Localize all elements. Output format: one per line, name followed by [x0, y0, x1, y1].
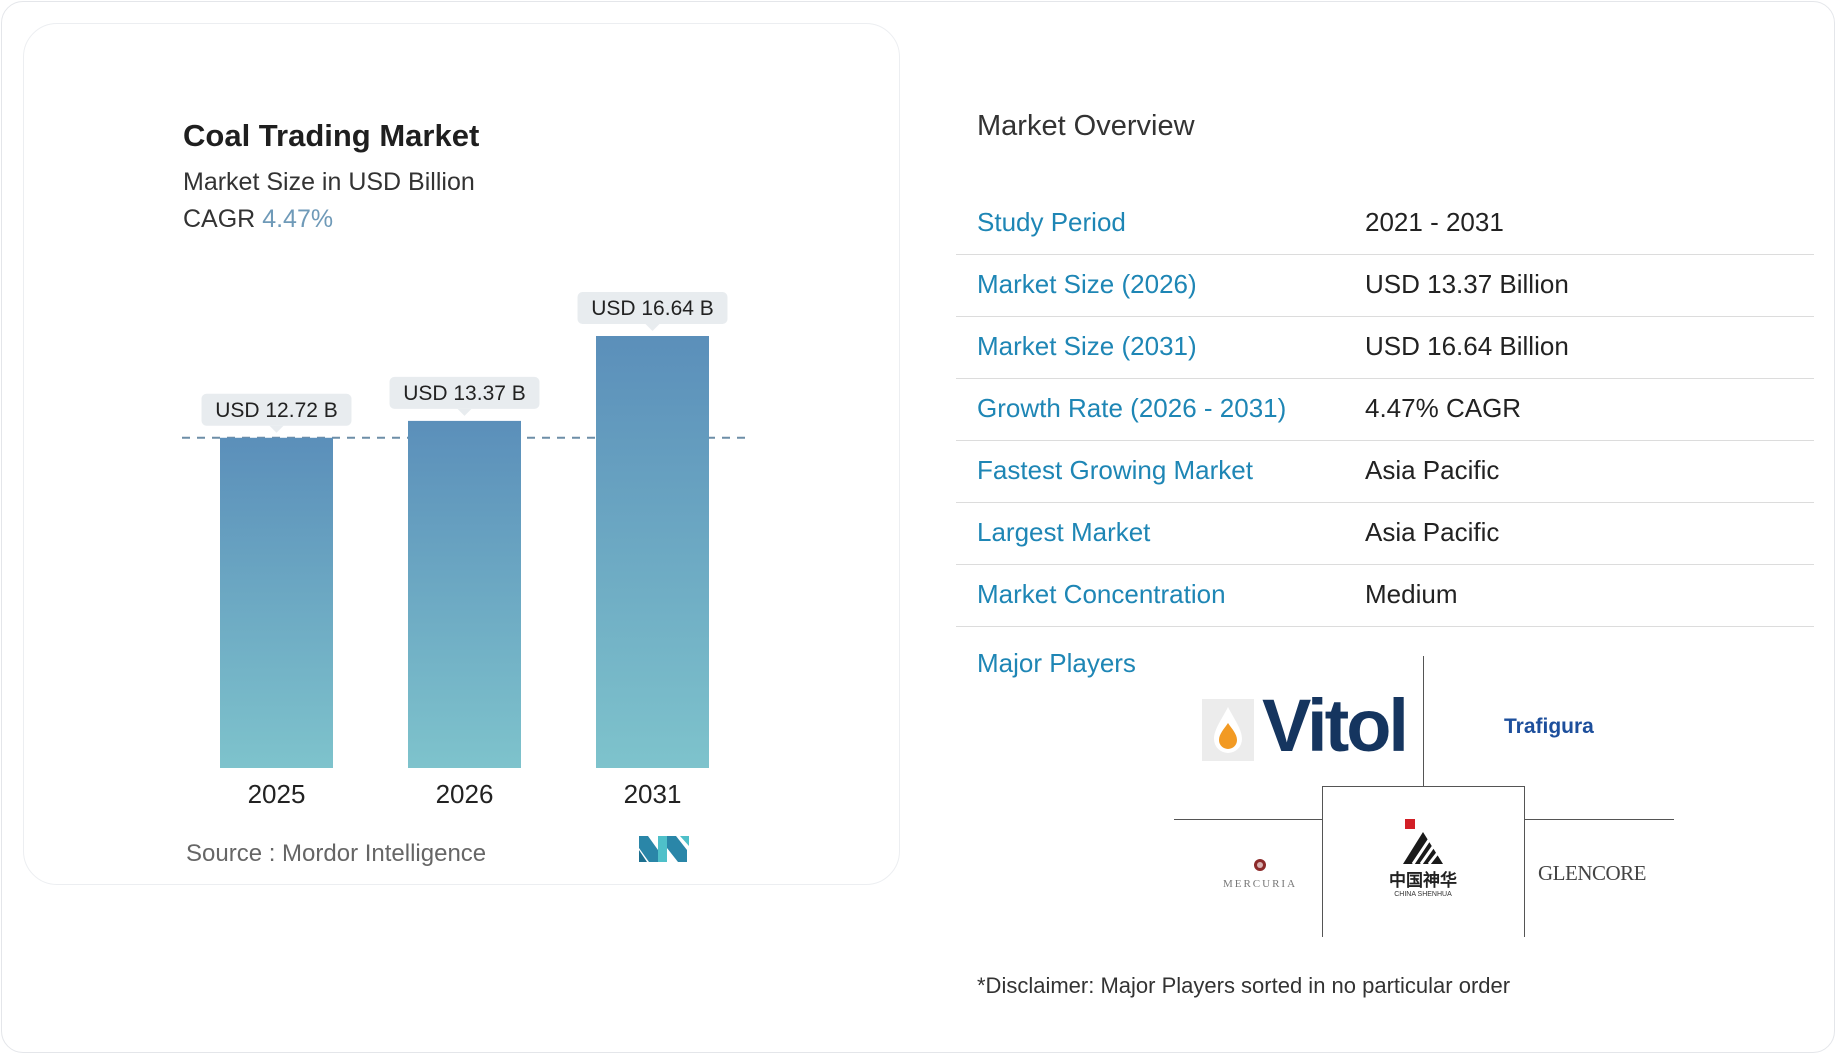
overview-key: Growth Rate (2026 - 2031)	[977, 393, 1287, 423]
cagr-label: CAGR	[183, 205, 256, 233]
cagr-value: 4.47%	[262, 205, 334, 233]
overview-key: Market Size (2031)	[977, 331, 1197, 361]
chart-cagr: CAGR 4.47%	[183, 205, 333, 234]
overview-row: Market Size (2026) USD 13.37 Billion	[956, 255, 1814, 317]
glencore-logo: GLENCORE	[1538, 861, 1647, 885]
overview-row: Fastest Growing Market Asia Pacific	[956, 441, 1814, 503]
bar-2031	[596, 336, 709, 768]
data-label-bg	[201, 393, 352, 426]
mercuria-wordmark: MERCURIA	[1222, 878, 1298, 890]
x-tick-label: 2025	[248, 779, 306, 809]
players-divider	[1423, 656, 1424, 786]
overview-row: Market Size (2031) USD 16.64 Billion	[956, 317, 1814, 379]
source-label: Source : Mordor Intelligence	[186, 840, 487, 867]
players-divider	[1322, 786, 1323, 937]
mercuria-logo: MERCURIA	[1217, 858, 1303, 892]
shenhua-en-wordmark: CHINA SHENHUA	[1394, 891, 1452, 898]
overview-value: Asia Pacific	[1365, 455, 1500, 485]
overview-row: Study Period 2021 - 2031	[956, 193, 1814, 255]
overview-table: Study Period 2021 - 2031 Market Size (202…	[956, 193, 1814, 627]
x-tick-label: 2026	[436, 779, 494, 809]
data-label-pointer	[645, 324, 660, 331]
bar-chart: USD 12.72 B 2025 USD 13.37 B 2026 USD 16.64 …	[182, 292, 752, 809]
bar-2026	[408, 420, 521, 768]
data-label: USD 12.72 B	[215, 399, 338, 422]
bar-2025	[220, 437, 333, 768]
overview-value: Asia Pacific	[1365, 517, 1500, 547]
overview-key: Market Size (2026)	[977, 269, 1197, 299]
x-tick-label: 2031	[624, 779, 682, 809]
vitol-drop-icon	[1202, 699, 1254, 761]
overview-value: 2021 - 2031	[1365, 207, 1504, 237]
vitol-wordmark: Vitol	[1262, 684, 1409, 767]
shenhua-cn-wordmark: 中国神华	[1389, 871, 1457, 890]
trafigura-logo: Trafigura	[1504, 715, 1594, 738]
overview-value: USD 16.64 Billion	[1365, 331, 1569, 361]
players-divider	[1174, 819, 1322, 820]
overview-value: USD 13.37 Billion	[1365, 269, 1569, 299]
data-label: USD 13.37 B	[403, 382, 526, 405]
data-label-pointer	[269, 425, 284, 433]
major-players-label: Major Players	[977, 648, 1136, 678]
overview-title: Market Overview	[977, 110, 1195, 142]
overview-key: Fastest Growing Market	[977, 455, 1253, 485]
data-label-bg	[389, 376, 540, 409]
disclaimer: *Disclaimer: Major Players sorted in no …	[977, 973, 1511, 998]
data-label: USD 16.64 B	[591, 297, 714, 320]
overview-key: Study Period	[977, 207, 1126, 237]
overview-value: 4.47% CAGR	[1365, 393, 1522, 423]
overview-row: Growth Rate (2026 - 2031) 4.47% CAGR	[956, 379, 1814, 441]
overview-row: Market Concentration Medium	[956, 565, 1814, 627]
data-label-bg	[577, 292, 728, 324]
overview-value: Medium	[1365, 579, 1458, 609]
chart-title: Coal Trading Market	[183, 118, 480, 153]
players-divider	[1524, 819, 1674, 820]
chart-subtitle: Market Size in USD Billion	[183, 168, 475, 196]
shenhua-emblem-icon	[1403, 819, 1443, 865]
data-label-pointer	[457, 408, 472, 416]
mordor-intelligence-logo-icon	[639, 836, 689, 862]
players-divider	[1524, 786, 1525, 937]
china-shenhua-logo: 中国神华 CHINA SHENHUA	[1383, 818, 1463, 898]
overview-key: Market Concentration	[977, 579, 1226, 609]
overview-key: Largest Market	[977, 517, 1151, 547]
mercuria-emblem-icon	[1254, 859, 1266, 871]
players-divider	[1322, 786, 1524, 787]
overview-row: Largest Market Asia Pacific	[956, 503, 1814, 565]
